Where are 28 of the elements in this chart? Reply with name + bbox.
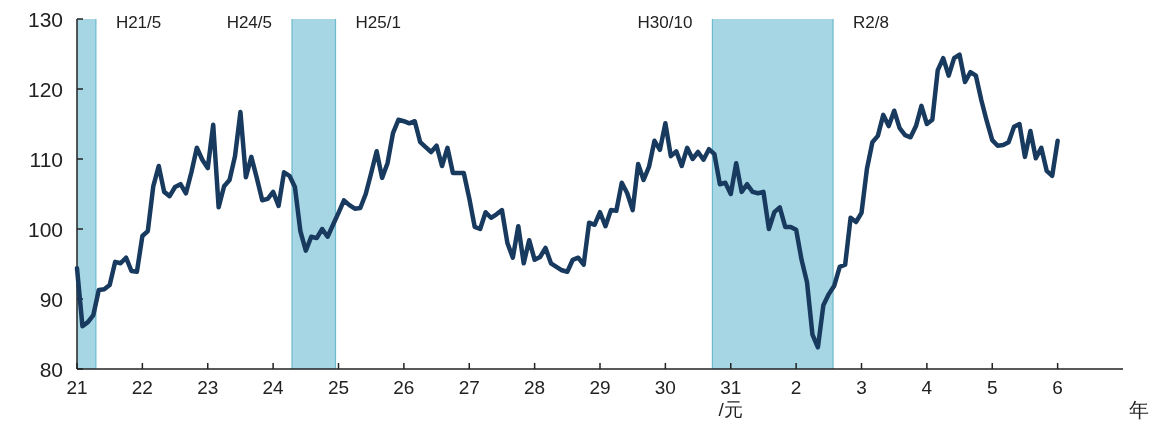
x-tick-label: 22 (131, 377, 153, 398)
x-tick-label: 6 (1052, 377, 1063, 398)
ref-line-label: H21/5 (115, 12, 162, 32)
x-tick-label: 23 (197, 377, 219, 398)
y-tick-label: 90 (39, 287, 63, 311)
ref-line-label: R2/8 (853, 12, 889, 32)
x-tick-label: 26 (393, 377, 415, 398)
y-tick-label: 120 (27, 77, 63, 101)
ref-line-label: H24/5 (226, 12, 273, 32)
x-axis-title: 年 (1129, 399, 1149, 421)
y-tick-label: 110 (29, 147, 63, 171)
x-tick-label: 3 (856, 377, 867, 398)
x-tick-label: 5 (986, 377, 998, 398)
x-tick-label: 24 (262, 377, 285, 398)
x-tick-label: 30 (654, 377, 676, 398)
x-tick-label: 25 (327, 377, 350, 398)
x-tick-label: 29 (589, 377, 611, 398)
y-tick-label: 130 (27, 7, 63, 31)
x-tick-label: 21 (66, 377, 88, 398)
x-tick-label: 4 (921, 377, 933, 398)
x-tick-label: 28 (524, 377, 546, 398)
x-tick-label: 31 /元 (718, 377, 743, 420)
y-tick-label: 80 (39, 357, 63, 381)
ref-line-label: H30/10 (637, 12, 693, 32)
y-tick-label: 100 (27, 217, 63, 241)
x-tick-label: 27 (458, 377, 480, 398)
x-tick-label: 2 (790, 377, 802, 398)
ref-line-label: H25/1 (355, 12, 401, 32)
